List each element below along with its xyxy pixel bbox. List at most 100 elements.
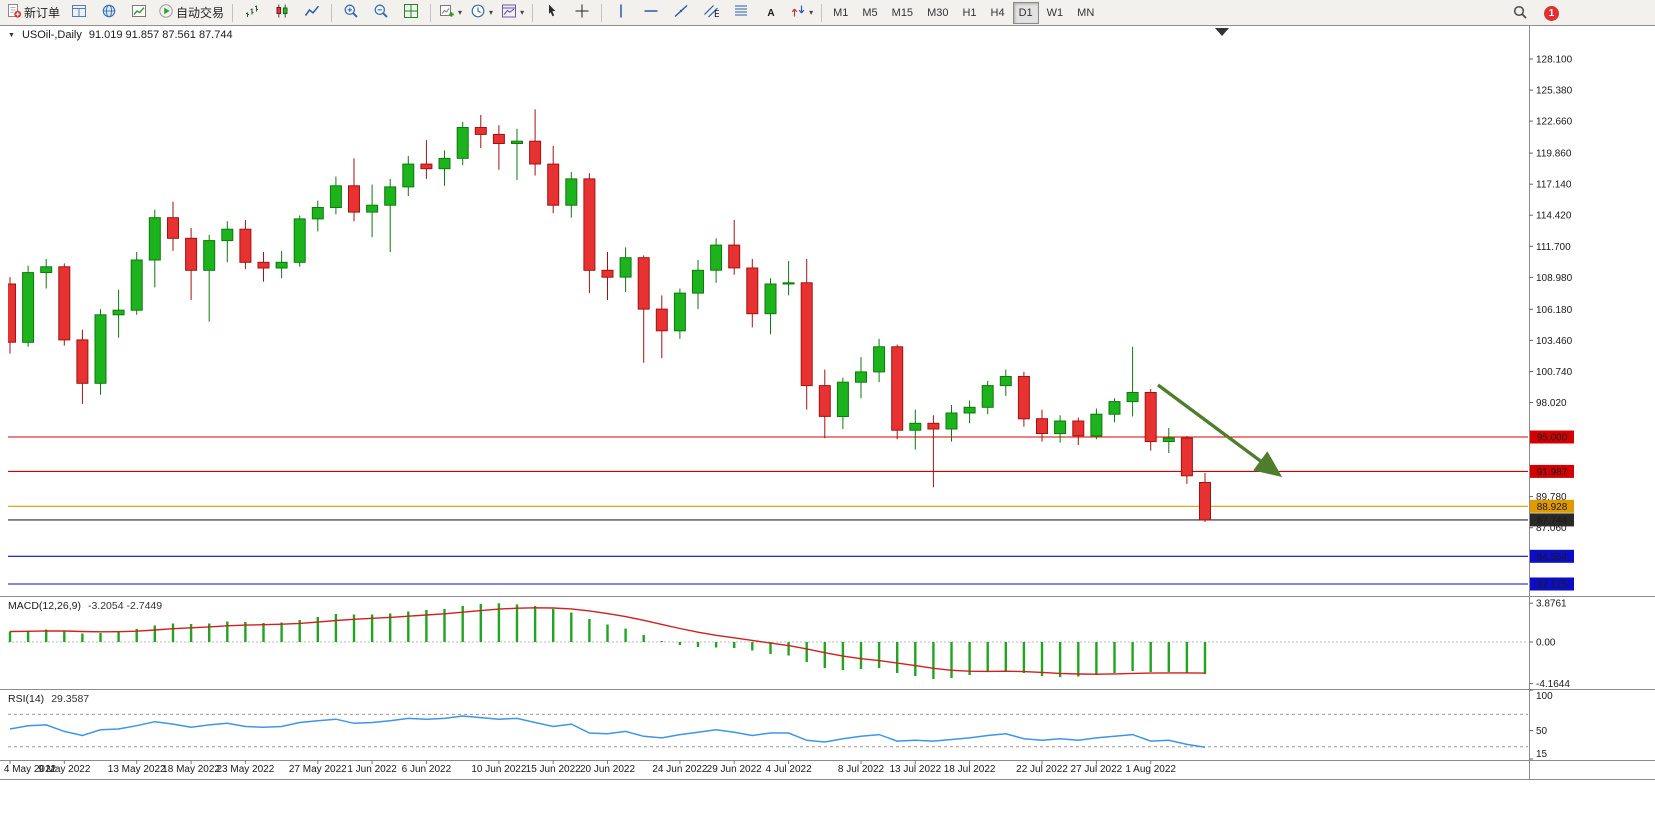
data-window-button[interactable] <box>124 1 154 25</box>
bars-icon <box>244 3 260 22</box>
candle <box>891 344 904 440</box>
zoom-in-icon <box>343 3 359 22</box>
svg-text:98.020: 98.020 <box>1536 398 1567 409</box>
price-badge: 87.744 <box>1530 513 1574 527</box>
candle <box>855 357 867 399</box>
toolbar-right: 1 <box>1505 1 1559 25</box>
candle <box>40 258 53 289</box>
candles-icon <box>274 3 290 22</box>
timeframe-m15[interactable]: M15 <box>891 6 914 19</box>
chart-plus-icon <box>439 3 455 22</box>
candle <box>456 121 469 166</box>
candle <box>239 220 252 270</box>
candle <box>130 252 143 315</box>
svg-text:10 Jun 2022: 10 Jun 2022 <box>471 764 526 775</box>
data-window-icon <box>131 3 147 22</box>
timeframe-d1[interactable]: D1 <box>1012 1 1039 24</box>
zoom-out-button[interactable] <box>366 1 396 25</box>
svg-text:88.928: 88.928 <box>1537 502 1568 513</box>
svg-text:13 May 2022: 13 May 2022 <box>108 764 166 775</box>
tline-icon <box>673 3 689 22</box>
svg-text:95.000: 95.000 <box>1537 433 1568 444</box>
timeframe-h1[interactable]: H1 <box>962 6 977 19</box>
candle <box>746 258 759 328</box>
candle <box>329 176 342 215</box>
templates-button[interactable]: ▾ <box>497 1 528 25</box>
new-order-button[interactable]: 新订单 <box>2 1 64 25</box>
quote-ohlc: 91.019 91.857 87.561 87.744 <box>88 29 233 41</box>
new-chart-button[interactable]: ▾ <box>435 1 466 25</box>
candle <box>1072 417 1085 445</box>
svg-text:122.660: 122.660 <box>1536 117 1573 128</box>
candle <box>420 140 433 179</box>
symbol-period-label: USOil-,Daily <box>21 29 82 41</box>
template-icon <box>501 3 517 22</box>
chart-canvas[interactable]: 128.100 125.380 122.660 119.860 117.140 114.4… <box>0 26 1655 823</box>
toolbar-buttons: 新订单 自动交易 ▾ ▾ ▾ E A ▾ M1 M5 M15 M30 H1 H4 D1 W1 MN <box>0 0 1101 25</box>
equidistant-channel-button[interactable]: E <box>696 1 726 25</box>
cursor-button[interactable] <box>537 1 567 25</box>
search-button[interactable] <box>1505 1 1535 25</box>
svg-text:114.420: 114.420 <box>1536 211 1572 222</box>
timeframe-m1[interactable]: M1 <box>833 6 849 19</box>
charts-grid-button[interactable] <box>64 1 94 25</box>
timeframe-m30[interactable]: M30 <box>927 6 949 19</box>
symbol-quote: ▼ USOil-,Daily 91.019 91.857 87.561 87.7… <box>8 29 233 41</box>
auto-trading-button[interactable]: 自动交易 <box>154 1 228 25</box>
candlestick-chart-button[interactable] <box>267 1 297 25</box>
candle <box>764 278 777 335</box>
price-axis[interactable]: 128.100 125.380 122.660 119.860 117.140 114.4… <box>1529 55 1573 535</box>
trend-line-button[interactable] <box>666 1 696 25</box>
candle <box>945 405 958 442</box>
one-click-trading-icon[interactable]: ▼ <box>8 31 15 39</box>
candle <box>185 228 198 300</box>
candles-layer <box>8 109 1211 522</box>
vertical-line-button[interactable] <box>606 1 636 25</box>
timeframe-w1[interactable]: W1 <box>1046 6 1064 19</box>
bar-chart-button[interactable] <box>237 1 267 25</box>
candle <box>619 247 632 292</box>
timeframe-mn[interactable]: MN <box>1077 6 1095 19</box>
chart-shift-marker[interactable] <box>1215 28 1229 36</box>
fibonacci-button[interactable] <box>726 1 756 25</box>
candle <box>637 255 650 363</box>
text-tool-button[interactable]: A <box>756 1 786 25</box>
svg-text:4 May 2022: 4 May 2022 <box>4 764 57 775</box>
svg-text:4 Jul 2022: 4 Jul 2022 <box>766 764 813 775</box>
svg-text:15: 15 <box>1536 749 1548 760</box>
candle <box>1036 409 1048 442</box>
caret-down-icon: ▾ <box>520 8 525 17</box>
candle <box>348 158 360 222</box>
candle <box>673 288 686 339</box>
svg-text:125.380: 125.380 <box>1536 86 1573 97</box>
svg-text:27 May 2022: 27 May 2022 <box>289 764 347 775</box>
chart-window[interactable]: 128.100 125.380 122.660 119.860 117.140 114.4… <box>0 26 1655 823</box>
candle <box>8 277 16 354</box>
toolbar-separator <box>430 3 432 22</box>
candle <box>963 400 976 424</box>
timeframe-m5[interactable]: M5 <box>862 6 878 19</box>
candle <box>511 128 523 181</box>
crosshair-button[interactable] <box>567 1 597 25</box>
svg-text:22 Jul 2022: 22 Jul 2022 <box>1016 764 1068 775</box>
horizontal-line-button[interactable] <box>636 1 666 25</box>
tile-windows-button[interactable] <box>396 1 426 25</box>
svg-text:18 Jul 2022: 18 Jul 2022 <box>944 764 996 775</box>
arrows-tool-button[interactable]: ▾ <box>786 1 817 25</box>
candle <box>1017 371 1030 427</box>
notification-badge[interactable]: 1 <box>1544 5 1559 21</box>
profiles-button[interactable]: ▾ <box>466 1 497 25</box>
candle <box>800 258 813 410</box>
timeframe-h4[interactable]: H4 <box>990 6 1005 19</box>
svg-text:8 Jul 2022: 8 Jul 2022 <box>838 764 885 775</box>
caret-down-icon: ▾ <box>809 8 814 17</box>
candle <box>221 221 234 263</box>
svg-text:87.744: 87.744 <box>1537 515 1568 526</box>
svg-text:103.460: 103.460 <box>1536 336 1573 347</box>
trend-arrow-annotation[interactable] <box>1156 383 1283 478</box>
candle <box>999 369 1012 396</box>
market-watch-button[interactable] <box>94 1 124 25</box>
zoom-in-button[interactable] <box>336 1 366 25</box>
line-chart-button[interactable] <box>297 1 327 25</box>
